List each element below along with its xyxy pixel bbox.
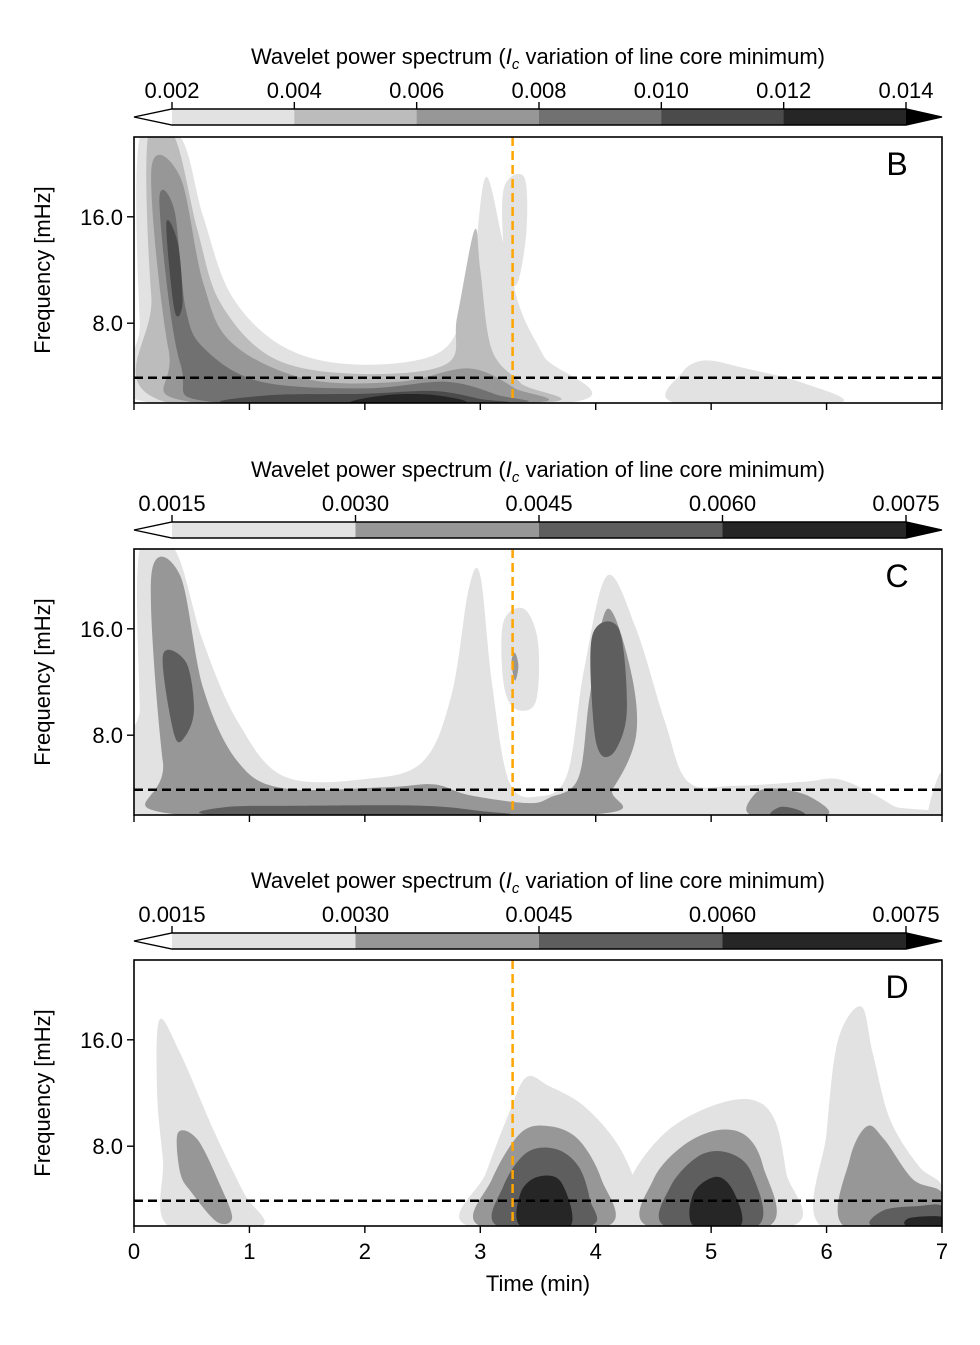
y-tick-label: 16.0 <box>80 1028 123 1053</box>
x-tick-label: 1 <box>243 1239 255 1264</box>
colorbar-extend-max <box>906 933 942 949</box>
colorbar-title-var: I <box>506 44 512 69</box>
colorbar-segment <box>539 109 662 125</box>
contour-region <box>135 137 562 403</box>
colorbar-title-after: variation of line core minimum) <box>519 457 825 482</box>
x-tick-label: 2 <box>359 1239 371 1264</box>
colorbar-tick-label: 0.004 <box>267 78 322 103</box>
contour-region <box>501 607 540 711</box>
colorbar-segment <box>722 933 907 949</box>
x-tick-label: 4 <box>590 1239 602 1264</box>
colorbar-title-sub: c <box>512 469 520 486</box>
colorbar-tick-label: 0.0060 <box>689 491 756 516</box>
colorbar-title-var: I <box>506 457 512 482</box>
colorbar-tick-label: 0.0015 <box>138 491 205 516</box>
plot-frame <box>133 136 943 404</box>
colorbar-segment <box>539 522 723 538</box>
colorbar-segment <box>539 933 723 949</box>
panel-d: Wavelet power spectrum (Ic variation of … <box>30 868 948 1296</box>
colorbar-tick-label: 0.012 <box>756 78 811 103</box>
x-axis-label: Time (min) <box>486 1271 590 1296</box>
contour-region <box>590 621 627 758</box>
colorbar-tick-label: 0.0060 <box>689 902 756 927</box>
colorbar-extend-min <box>134 109 172 125</box>
colorbar-title-before: Wavelet power spectrum ( <box>251 868 506 893</box>
contour-region <box>904 1216 942 1226</box>
colorbar-segment <box>722 522 907 538</box>
contour-region <box>511 652 519 681</box>
colorbar-title-before: Wavelet power spectrum ( <box>251 44 506 69</box>
colorbar-tick-label: 0.010 <box>634 78 689 103</box>
contour-region <box>162 649 194 743</box>
y-axis-label: Frequency [mHz] <box>30 1009 55 1177</box>
y-tick-label: 16.0 <box>80 205 123 230</box>
contour-region <box>813 1006 942 1226</box>
contour-region <box>502 173 528 287</box>
y-axis-label: Frequency [mHz] <box>30 598 55 766</box>
contour-layer <box>156 1006 942 1226</box>
colorbar-tick-label: 0.006 <box>389 78 444 103</box>
colorbar-segment <box>294 109 418 125</box>
contour-region <box>159 189 529 403</box>
colorbar-tick-label: 0.002 <box>144 78 199 103</box>
colorbar-tick-label: 0.014 <box>878 78 933 103</box>
x-tick-label: 6 <box>820 1239 832 1264</box>
colorbar-tick-label: 0.0075 <box>872 491 939 516</box>
contour-region <box>166 219 183 317</box>
plot-frame <box>133 548 943 816</box>
colorbar-title: Wavelet power spectrum (Ic variation of … <box>251 457 825 486</box>
colorbar-tick-label: 0.0075 <box>872 902 939 927</box>
contour-region <box>746 788 830 815</box>
contour-region <box>665 360 845 403</box>
colorbar-tick-label: 0.0015 <box>138 902 205 927</box>
colorbar-title: Wavelet power spectrum (Ic variation of … <box>251 44 825 73</box>
colorbar-title-after: variation of line core minimum) <box>519 44 825 69</box>
panel-label: B <box>886 146 907 182</box>
panel-b: Wavelet power spectrum (Ic variation of … <box>30 44 943 410</box>
colorbar-title: Wavelet power spectrum (Ic variation of … <box>251 868 825 897</box>
colorbar-title-before: Wavelet power spectrum ( <box>251 457 506 482</box>
panel-label: C <box>885 558 908 594</box>
colorbar-extend-min <box>134 933 172 949</box>
x-tick-label: 7 <box>936 1239 948 1264</box>
colorbar-title-sub: c <box>512 880 520 897</box>
y-tick-label: 8.0 <box>92 311 123 336</box>
x-tick-label: 5 <box>705 1239 717 1264</box>
contour-region <box>928 772 942 815</box>
colorbar-tick-label: 0.008 <box>511 78 566 103</box>
colorbar-segment <box>416 109 540 125</box>
colorbar-segment <box>172 522 356 538</box>
contour-region <box>770 806 805 815</box>
colorbar-segment <box>783 109 907 125</box>
colorbar-tick-label: 0.0030 <box>322 491 389 516</box>
y-tick-label: 8.0 <box>92 723 123 748</box>
colorbar-extend-max <box>906 109 942 125</box>
colorbar-segment <box>355 522 540 538</box>
colorbar-segment <box>661 109 785 125</box>
colorbar-tick-label: 0.0045 <box>505 902 572 927</box>
y-tick-label: 16.0 <box>80 617 123 642</box>
panel-label: D <box>885 969 908 1005</box>
x-tick-label: 0 <box>128 1239 140 1264</box>
contour-region <box>199 805 511 815</box>
plot-frame <box>133 959 943 1227</box>
colorbar-title-after: variation of line core minimum) <box>519 868 825 893</box>
x-tick-label: 3 <box>474 1239 486 1264</box>
colorbar-tick-label: 0.0045 <box>505 491 572 516</box>
colorbar-segment <box>172 933 356 949</box>
contour-region <box>350 394 467 403</box>
colorbar-segment <box>172 109 295 125</box>
panel-c: Wavelet power spectrum (Ic variation of … <box>30 457 943 822</box>
y-axis-label: Frequency [mHz] <box>30 186 55 354</box>
colorbar-title-sub: c <box>512 56 520 73</box>
y-tick-label: 8.0 <box>92 1134 123 1159</box>
colorbar-segment <box>355 933 540 949</box>
colorbar-extend-max <box>906 522 942 538</box>
colorbar-extend-min <box>134 522 172 538</box>
colorbar-tick-label: 0.0030 <box>322 902 389 927</box>
colorbar-title-var: I <box>506 868 512 893</box>
